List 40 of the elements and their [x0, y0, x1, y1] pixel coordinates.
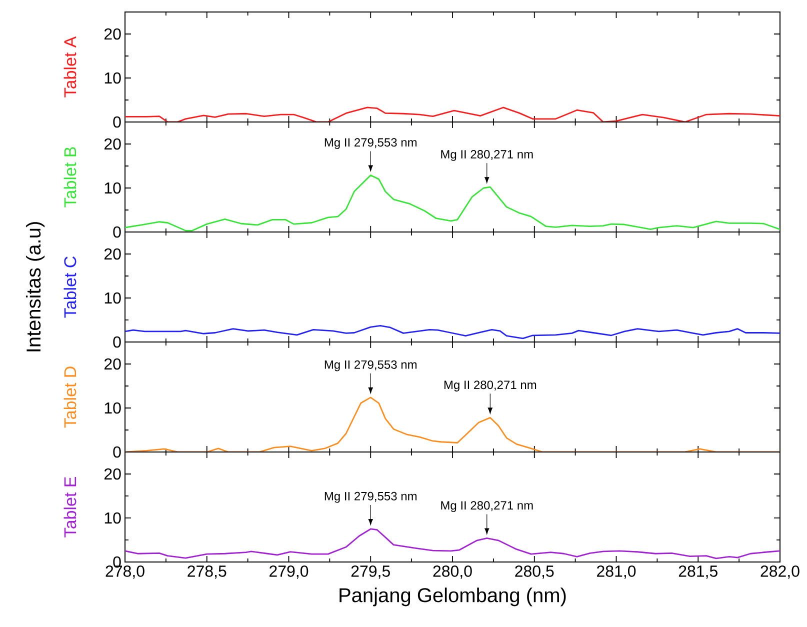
x-tick-label: 280,5 — [515, 566, 554, 579]
y-tick-label: 10 — [104, 512, 121, 524]
y-tick-label: 20 — [104, 358, 121, 370]
x-axis-title: Panjang Gelombang (nm) — [340, 588, 566, 606]
x-tick-label: 278,0 — [106, 566, 144, 579]
x-tick-label: 279,0 — [270, 566, 308, 579]
x-tick-label: 280,0 — [433, 566, 472, 579]
y-tick-label: 20 — [104, 138, 121, 150]
y-tick-label: 20 — [104, 468, 121, 480]
y-tick-label: 0 — [113, 556, 121, 568]
y-tick-label: 0 — [113, 446, 121, 458]
y-axis-title: Tablet E — [64, 477, 76, 538]
text: Intensitas (a.u) — [26, 222, 45, 352]
y-axis-title: Tablet C — [64, 256, 76, 318]
annotation: Mg II 280,271 nm — [441, 501, 533, 512]
y-tick-label: 0 — [113, 336, 121, 348]
y-axis-title: Tablet D — [64, 366, 76, 428]
y-axis-title: Tablet B — [64, 147, 76, 208]
line-series — [125, 174, 780, 232]
x-tick-label: 278,5 — [188, 566, 226, 579]
y-tick-label: 10 — [104, 402, 121, 414]
annotation: Mg II 279,553 nm — [324, 492, 417, 503]
annotation: Mg II 280,271 nm — [441, 150, 533, 161]
line-series — [125, 106, 780, 122]
y-tick-label: 0 — [113, 116, 121, 128]
y-tick-label: 10 — [104, 292, 121, 304]
x-tick-label: 281,0 — [597, 566, 636, 579]
y-tick-label: 10 — [104, 72, 121, 84]
annotation: Mg II 280,271 nm — [444, 380, 536, 392]
x-tick-label: 279,5 — [351, 566, 390, 579]
y-tick-label: 10 — [104, 182, 121, 194]
x-tick-label: 282,0 — [760, 566, 800, 579]
y-tick-label: 20 — [104, 28, 121, 40]
line-series — [125, 528, 780, 560]
y-tick-label: 0 — [113, 226, 121, 238]
annotation: Mg II 279,553 nm — [324, 138, 417, 150]
y-axis-title: Tablet A — [64, 36, 76, 98]
x-tick-label: 281,5 — [678, 566, 718, 579]
annotation: Mg II 279,553 nm — [324, 360, 417, 372]
y-tick-label: 20 — [104, 248, 121, 260]
